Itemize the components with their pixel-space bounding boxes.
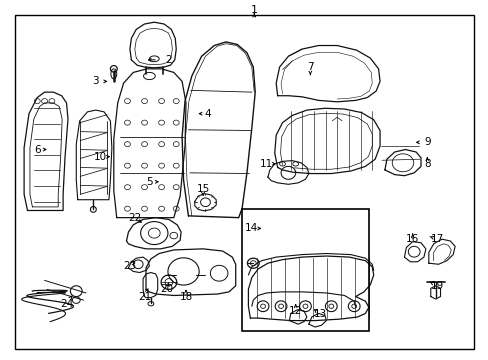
- Text: 2: 2: [165, 55, 172, 65]
- Text: 12: 12: [288, 306, 302, 316]
- Text: 22: 22: [128, 213, 141, 222]
- Text: 13: 13: [313, 310, 326, 319]
- Text: 16: 16: [405, 234, 419, 244]
- Bar: [242, 209, 368, 330]
- Text: 6: 6: [34, 144, 41, 154]
- Text: 8: 8: [423, 159, 430, 169]
- Text: 24: 24: [60, 299, 73, 309]
- Text: 14: 14: [244, 224, 258, 233]
- Text: 18: 18: [179, 292, 192, 302]
- Text: 7: 7: [306, 62, 313, 72]
- Text: 21: 21: [138, 292, 151, 302]
- Text: 1: 1: [250, 5, 257, 15]
- Text: 10: 10: [94, 152, 107, 162]
- Text: 20: 20: [160, 284, 173, 294]
- Text: 9: 9: [423, 138, 430, 147]
- Text: 4: 4: [204, 109, 211, 119]
- Text: 23: 23: [123, 261, 136, 271]
- Text: 5: 5: [146, 177, 152, 187]
- Text: 11: 11: [259, 159, 272, 169]
- Text: 17: 17: [429, 234, 443, 244]
- Text: 3: 3: [92, 76, 99, 86]
- Text: 15: 15: [196, 184, 209, 194]
- Text: 19: 19: [429, 281, 443, 291]
